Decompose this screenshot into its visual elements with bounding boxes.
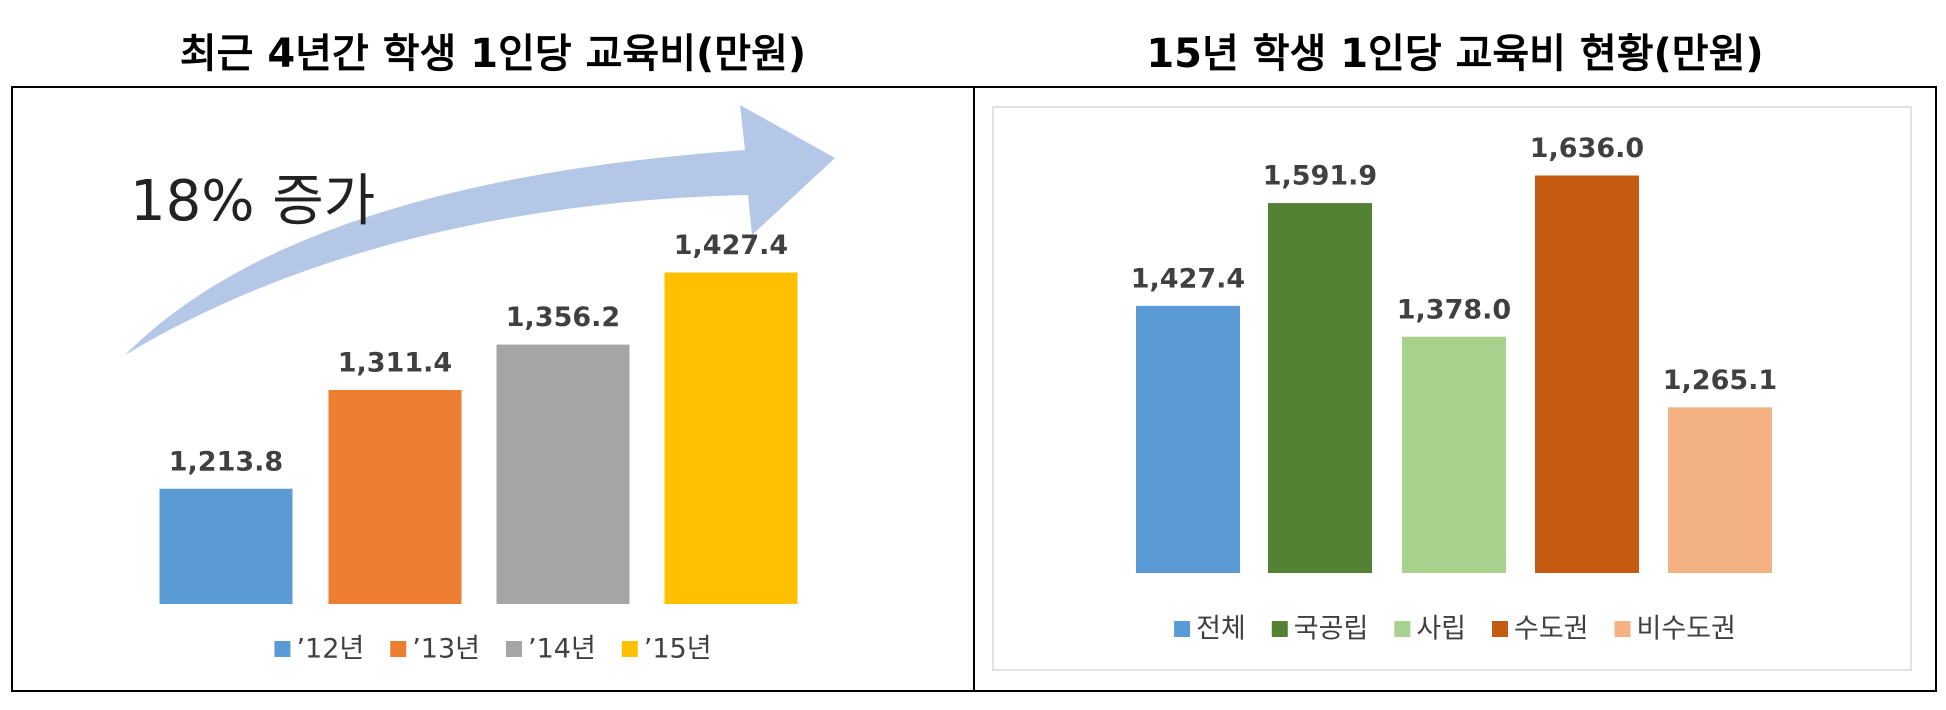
legend-label: 비수도권 [1637,614,1736,645]
legend-label: ’15년 [644,634,712,665]
right-frame [973,86,1937,692]
legend-label: 수도권 [1514,614,1589,645]
legend-swatch [274,641,291,657]
bar [328,389,462,604]
legend-swatch [1492,621,1508,637]
bar [1268,203,1372,573]
growth-arrow [125,105,835,355]
bar [1535,175,1639,573]
value-label: 1,356.2 [506,302,620,333]
bar [159,488,293,604]
legend-swatch [506,641,522,657]
legend-swatch [390,641,407,657]
legend-swatch [1271,621,1288,637]
value-label: 1,636.0 [1530,133,1644,164]
legend-swatch [1174,621,1191,637]
annotation: 18% 증가 [130,169,375,234]
value-label: 1,591.9 [1263,161,1377,192]
bar [1402,336,1506,573]
value-label: 1,427.4 [1131,263,1245,294]
legend-swatch [1614,621,1631,637]
bar [1136,305,1240,573]
bar [496,344,630,604]
value-label: 1,427.4 [674,230,788,261]
legend-label: ’13년 [412,634,480,665]
chart-title: 15년 학생 1인당 교육비 현황(만원) [1146,31,1763,77]
plot-frame [992,106,1912,671]
legend-label: 사립 [1416,614,1466,645]
legend-swatch [1394,621,1411,637]
bar [1668,407,1772,573]
bar [664,272,798,604]
value-label: 1,265.1 [1663,365,1777,396]
value-label: 1,213.8 [169,446,283,477]
legend-label: ’12년 [296,634,364,665]
value-label: 1,378.0 [1397,294,1511,325]
legend-swatch [621,641,638,657]
chart-title: 최근 4년간 학생 1인당 교육비(만원) [180,31,806,77]
value-label: 1,311.4 [338,347,452,378]
legend-label: ’14년 [528,634,596,665]
legend-label: 전체 [1196,614,1246,645]
legend-label: 국공립 [1294,614,1369,645]
